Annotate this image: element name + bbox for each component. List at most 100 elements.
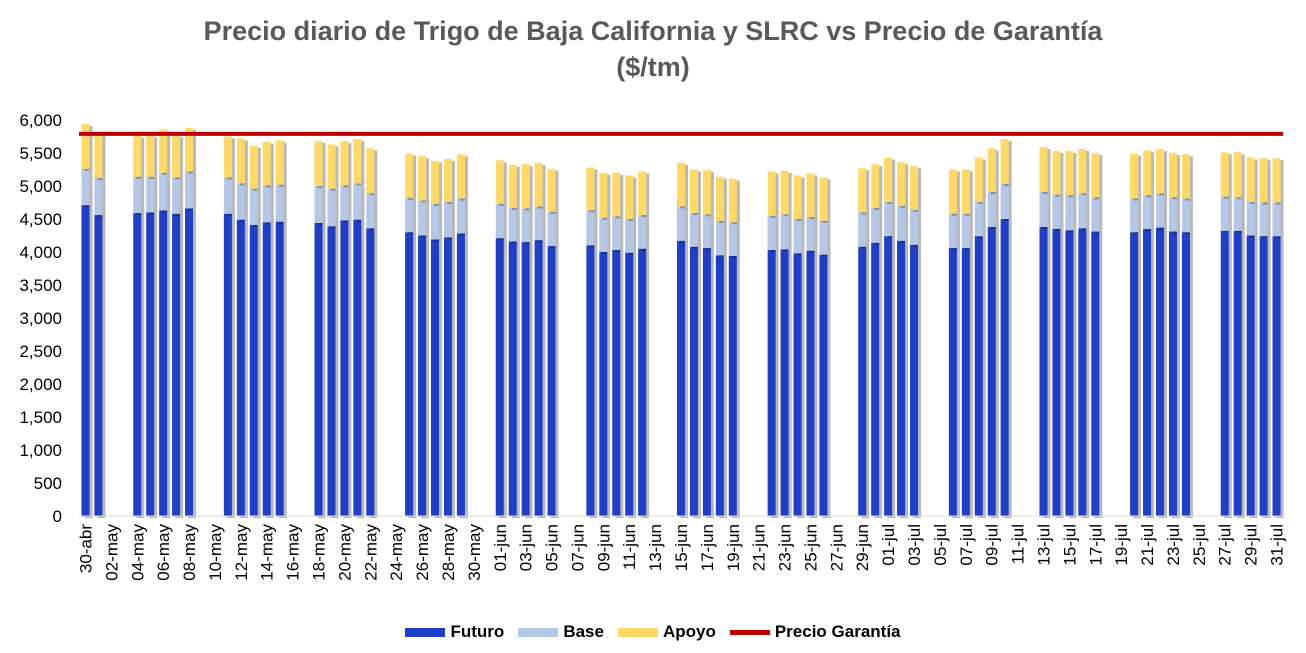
bar-apoyo (366, 148, 375, 194)
x-tick-label: 04-may (128, 524, 147, 581)
bar-base (1065, 195, 1074, 231)
x-tick-label: 20-may (335, 524, 354, 581)
bar-apoyo (1220, 152, 1229, 197)
bar-apoyo (418, 156, 427, 201)
bar-futuro (806, 250, 815, 516)
x-tick-label: 29-jul (1242, 524, 1261, 566)
bar-base (508, 207, 517, 242)
legend-swatch-base (518, 627, 559, 637)
bar-base (495, 203, 504, 239)
x-tick-label: 24-may (387, 524, 406, 581)
x-tick-label: 27-jun (827, 524, 846, 571)
bar-futuro (987, 226, 996, 517)
bar-apoyo (910, 166, 919, 210)
bar-apoyo (1091, 153, 1100, 198)
x-tick-label: 29-jun (853, 524, 872, 571)
bar-futuro (767, 250, 776, 516)
x-tick-label: 28-may (439, 524, 458, 581)
bar-base (327, 188, 336, 227)
bar-futuro (353, 219, 362, 516)
bar-base (405, 197, 414, 233)
x-tick-label: 27-jul (1216, 524, 1235, 566)
bar-base (366, 193, 375, 229)
bar-apoyo (599, 172, 608, 218)
bar-apoyo (702, 170, 711, 215)
bar-futuro (81, 205, 90, 516)
bar-base (987, 191, 996, 227)
bar-apoyo (327, 144, 336, 189)
bar-futuro (961, 248, 970, 517)
bar-base (1143, 195, 1152, 229)
bar-base (1259, 202, 1268, 237)
bar-base (340, 185, 349, 221)
legend-item-precio-garantia: Precio Garantía (729, 622, 901, 642)
legend-swatch-futuro (405, 627, 446, 637)
bar-futuro (1052, 228, 1061, 516)
x-tick-label: 17-jul (1086, 524, 1105, 566)
bar-apoyo (987, 148, 996, 192)
bar-apoyo (94, 133, 103, 179)
bar-futuro (159, 210, 168, 517)
x-tick-label: 30-may (465, 524, 484, 581)
x-tick-label: 25-jun (801, 524, 820, 571)
bar-futuro (521, 242, 530, 516)
bar-apoyo (806, 173, 815, 218)
y-tick-label: 4,500 (19, 210, 62, 229)
bar-futuro (1272, 236, 1281, 516)
bar-futuro (534, 240, 543, 516)
x-tick-label: 22-may (361, 524, 380, 581)
bar-apoyo (534, 162, 543, 207)
bar-base (1052, 194, 1061, 229)
bar-base (599, 217, 608, 252)
x-tick-label: 06-may (154, 524, 173, 581)
bar-apoyo (133, 135, 142, 177)
bar-apoyo (884, 157, 893, 202)
bar-base (1233, 197, 1242, 231)
bar-base (961, 213, 970, 249)
bar-base (249, 188, 258, 225)
bar-futuro (405, 232, 414, 516)
bar-futuro (612, 250, 621, 516)
bar-apoyo (495, 160, 504, 204)
x-tick-label: 10-may (206, 524, 225, 581)
bar-futuro (1078, 228, 1087, 517)
bar-apoyo (767, 171, 776, 216)
bar-futuro (819, 254, 828, 516)
bar-apoyo (689, 169, 698, 214)
x-tick-label: 07-jun (568, 524, 587, 571)
bar-futuro (871, 242, 880, 516)
bar-futuro (1039, 226, 1048, 517)
bar-futuro (1233, 230, 1242, 516)
bar-futuro (676, 240, 686, 516)
bar-base (275, 184, 284, 222)
bar-base (1272, 202, 1281, 237)
bar-base (133, 176, 142, 214)
bar-apoyo (405, 153, 414, 198)
bar-futuro (728, 255, 737, 516)
bar-base (172, 177, 181, 214)
bar-base (974, 201, 983, 237)
bar-base (223, 177, 232, 214)
bar-apoyo (819, 177, 828, 221)
legend-item-futuro: Futuro (405, 622, 504, 642)
bar-apoyo (1181, 154, 1190, 199)
x-tick-label: 25-jul (1190, 524, 1209, 566)
bar-apoyo (1130, 153, 1139, 199)
bar-apoyo (974, 157, 983, 202)
x-tick-label: 15-jul (1060, 524, 1079, 566)
bar-futuro (793, 253, 802, 516)
bar-futuro (172, 213, 181, 516)
bar-futuro (314, 222, 323, 516)
x-tick-label: 17-jun (698, 524, 717, 571)
bar-futuro (366, 228, 375, 517)
legend-swatch-apoyo (617, 627, 658, 637)
bar-base (1181, 198, 1190, 233)
bar-futuro (1065, 230, 1074, 516)
x-tick-label: 05-jul (931, 524, 950, 566)
bar-futuro (1220, 230, 1229, 516)
bar-base (767, 215, 776, 251)
bar-base (94, 178, 103, 216)
bar-base (314, 186, 323, 223)
y-tick-label: 5,500 (19, 144, 62, 163)
bar-apoyo (676, 162, 686, 207)
